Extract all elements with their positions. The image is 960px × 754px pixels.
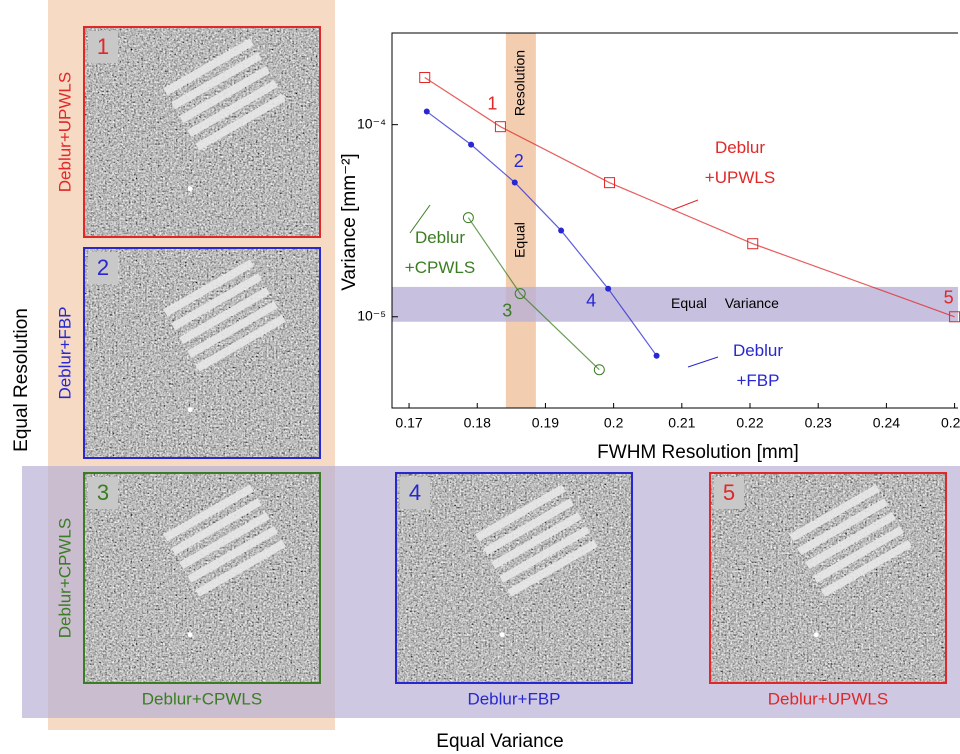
panel-number: 2 — [97, 255, 109, 280]
y-tick-label: 10⁻⁴ — [357, 115, 386, 131]
x-tick-label: 0.22 — [736, 415, 763, 431]
image-panel: 2 Deblur+FBP — [55, 248, 320, 458]
panel-noise — [396, 473, 632, 683]
x-tick-label: 0.25 — [941, 415, 960, 431]
marker — [468, 142, 474, 148]
image-panel: 3 Deblur+CPWLS Deblur+CPWLS — [55, 473, 320, 708]
panel-number: 3 — [97, 480, 109, 505]
panel-noise — [84, 473, 320, 683]
point-label: 1 — [487, 93, 497, 113]
equal-variance-label: Equal Variance — [436, 731, 563, 752]
marker — [558, 228, 564, 234]
y-axis-title: Variance [mm⁻²] — [339, 153, 360, 290]
x-axis-title: FWHM Resolution [mm] — [597, 442, 799, 463]
point-object — [188, 186, 193, 191]
panel-noise — [710, 473, 946, 683]
panel-number: 5 — [723, 480, 735, 505]
panel-bottom-label: Deblur+CPWLS — [142, 689, 262, 708]
image-panel: 1 Deblur+UPWLS — [55, 27, 320, 237]
x-tick-label: 0.18 — [464, 415, 491, 431]
band-label: Resolution — [512, 50, 528, 116]
image-panel: 5 Deblur+UPWLS — [710, 473, 946, 708]
panel-bottom-label: Deblur+FBP — [467, 689, 560, 708]
equal-resolution-label: Equal Resolution — [11, 308, 32, 452]
plot-area — [392, 33, 958, 408]
image-panel: 4 Deblur+FBP — [396, 473, 632, 708]
y-tick-label: 10⁻⁵ — [357, 307, 386, 323]
panel-noise — [84, 248, 320, 458]
panel-number: 4 — [409, 480, 421, 505]
marker — [605, 286, 611, 292]
figure: Equal Resolution Equal Variance 1 Deblur+… — [0, 0, 960, 754]
x-tick-label: 0.23 — [805, 415, 832, 431]
band-label: Equal — [512, 222, 528, 258]
point-object — [500, 632, 505, 637]
x-tick-label: 0.24 — [873, 415, 900, 431]
series-label: Deblur +FBP — [733, 336, 783, 396]
x-tick-label: 0.19 — [532, 415, 559, 431]
marker — [424, 109, 430, 115]
figure-canvas: Equal Resolution Equal Variance 1 Deblur+… — [0, 0, 960, 754]
x-tick-label: 0.17 — [395, 415, 422, 431]
marker — [512, 179, 518, 185]
x-tick-label: 0.2 — [604, 415, 624, 431]
band-label: Equal Variance — [671, 295, 779, 311]
panel-noise — [84, 27, 320, 237]
x-tick-label: 0.21 — [668, 415, 695, 431]
panel-side-label: Deblur+UPWLS — [55, 72, 74, 192]
panel-number: 1 — [97, 34, 109, 59]
panel-side-label: Deblur+CPWLS — [55, 518, 74, 638]
marker — [654, 353, 660, 359]
series-label: Deblur +CPWLS — [405, 223, 475, 283]
panel-bottom-label: Deblur+UPWLS — [768, 689, 888, 708]
point-label: 3 — [502, 300, 512, 320]
point-object — [188, 632, 193, 637]
point-object — [814, 632, 819, 637]
point-label: 4 — [586, 290, 596, 310]
point-label: 2 — [514, 151, 524, 171]
point-object — [188, 407, 193, 412]
panel-side-label: Deblur+FBP — [55, 306, 74, 399]
series-label: Deblur +UPWLS — [705, 133, 775, 193]
point-label: 5 — [944, 288, 954, 308]
